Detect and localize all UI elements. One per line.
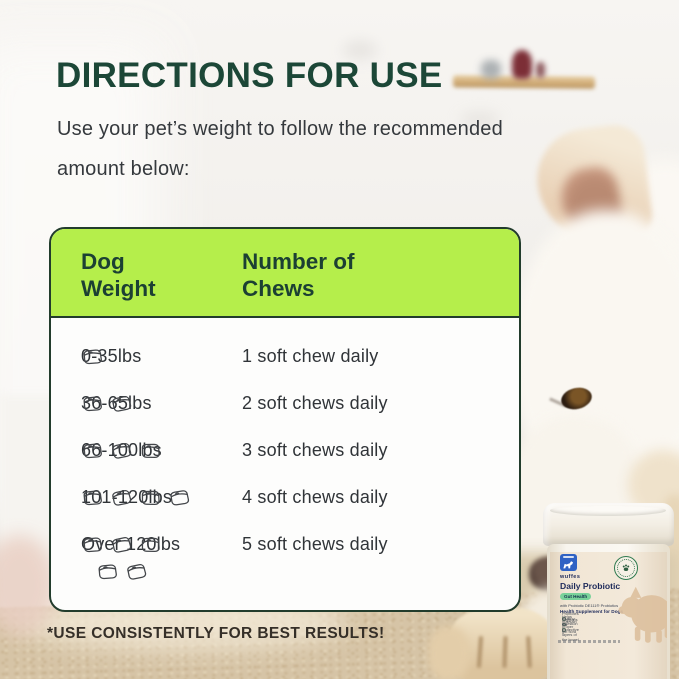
supplement-type: Health Supplement for Dogs — [560, 609, 624, 614]
bullet-icon — [562, 617, 566, 621]
probiotic-subline: with Probiotic DE111® Probiotics — [560, 603, 619, 608]
dog-weight-value: 36-65lbs — [81, 393, 152, 413]
chew-icons — [81, 532, 162, 584]
table-header: Dog Weight Number of Chews — [51, 229, 519, 318]
product-jar: wuffes Daily Probiotic Gut Health with P… — [543, 500, 679, 679]
chew-icon-line — [81, 438, 162, 463]
chews-text: 4 soft chews daily — [242, 487, 388, 507]
label-bullet: Supports the protective layers of the bo… — [562, 617, 579, 642]
table-row: 66-100lbs 3 soft chews daily — [51, 427, 519, 474]
soft-chew-icon — [141, 443, 160, 458]
chew-icons — [81, 485, 191, 510]
chew-icons — [81, 391, 133, 416]
jar-label: wuffes Daily Probiotic Gut Health with P… — [550, 552, 667, 679]
intro-line-2: amount below: — [57, 158, 190, 180]
chew-icon-line — [81, 391, 133, 416]
product-name: Daily Probiotic — [560, 581, 621, 591]
intro-text: Use your pet’s weight to follow the reco… — [57, 118, 537, 181]
category-badge: Gut Health — [560, 593, 592, 600]
dog-paw-side — [428, 626, 470, 679]
net-weight-line — [558, 640, 620, 643]
soft-chew-icon — [127, 563, 147, 580]
soft-chew-icon — [112, 442, 132, 459]
bullet-icon — [562, 622, 566, 626]
column-header-dog-weight: Dog Weight — [81, 249, 156, 301]
soft-chew-icon — [141, 537, 160, 552]
dog-weight-value: 0-35lbs — [81, 346, 142, 366]
chews-text: 5 soft chews daily — [242, 534, 388, 554]
dog-silhouette-icon — [563, 561, 573, 569]
soft-chew-icon — [141, 490, 160, 505]
soft-chew-icon — [83, 489, 102, 505]
shelf-decor-item — [481, 60, 501, 79]
chew-icons — [81, 344, 104, 369]
label-bullet: Helps maintain proper gut flora — [562, 614, 577, 634]
page-title: DIRECTIONS FOR USE — [56, 56, 443, 95]
table-body: 0-35lbs 1 soft chew daily 36-65lbs 2 sof… — [51, 320, 519, 580]
soft-chew-icon — [83, 348, 102, 364]
chews-text: 3 soft chews daily — [242, 440, 388, 460]
chews-text: 2 soft chews daily — [242, 393, 388, 413]
chew-icon-line — [81, 344, 104, 369]
soft-chew-icon — [98, 563, 117, 579]
certification-seal — [614, 556, 638, 580]
soft-chew-icon — [83, 536, 102, 552]
shelf-decor-small — [536, 62, 545, 78]
brand-name: wuffes — [560, 574, 581, 580]
jar-lid — [543, 503, 674, 546]
soft-chew-icon — [112, 395, 132, 412]
bullet-text: Promotes healthy digestion — [562, 611, 579, 627]
table-row: 101-120lbs 4 soft chews daily — [51, 474, 519, 521]
chew-icon-line — [81, 532, 162, 557]
logo-wordmark — [563, 556, 574, 558]
chew-icon-line — [81, 485, 191, 510]
soft-chew-icon — [112, 536, 132, 553]
soft-chew-icon — [170, 489, 190, 505]
chew-icons — [81, 438, 162, 463]
soft-chew-icon — [83, 395, 102, 411]
footnote: *USE CONSISTENTLY FOR BEST RESULTS! — [47, 625, 385, 642]
brand-logo — [560, 554, 577, 571]
soft-chew-icon — [83, 442, 102, 458]
paw-print-icon — [622, 564, 629, 571]
table-row: 36-65lbs 2 soft chews daily — [51, 380, 519, 427]
table-row: 0-35lbs 1 soft chew daily — [51, 333, 519, 380]
dog-weight-value: 101-120lbs — [81, 487, 173, 507]
column-header-number-of-chews: Number of Chews — [242, 249, 355, 301]
intro-line-1: Use your pet’s weight to follow the reco… — [57, 118, 503, 140]
bullet-icon — [562, 628, 566, 632]
chew-icon-line — [96, 559, 162, 584]
label-bullet: Promotes healthy digestion — [562, 611, 579, 626]
chews-text: 1 soft chew daily — [242, 346, 379, 366]
bullet-text: Helps maintain proper gut flora — [562, 614, 577, 635]
label-bullets: Promotes healthy digestion Helps maintai… — [562, 611, 579, 642]
shelf-vase — [512, 50, 532, 79]
bullet-text: Supports the protective layers of the bo… — [562, 617, 579, 642]
pig-illustration — [618, 586, 667, 643]
soft-chew-icon — [112, 489, 132, 506]
dosage-table: Dog Weight Number of Chews 0-35lbs 1 sof… — [49, 227, 521, 612]
table-row: Over 120lbs 5 soft chews daily — [51, 521, 519, 580]
